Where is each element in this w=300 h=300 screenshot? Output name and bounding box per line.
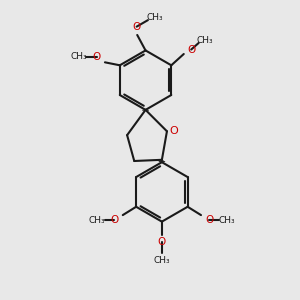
Text: CH₃: CH₃ [154,256,170,265]
Text: O: O [133,22,141,32]
Text: O: O [205,215,214,225]
Text: O: O [169,126,178,136]
Text: O: O [158,237,166,248]
Text: CH₃: CH₃ [197,35,214,44]
Polygon shape [159,160,165,162]
Text: CH₃: CH₃ [70,52,87,62]
Text: CH₃: CH₃ [88,216,105,225]
Text: O: O [110,215,118,225]
Text: CH₃: CH₃ [219,216,236,225]
Text: O: O [92,52,101,62]
Text: CH₃: CH₃ [146,13,163,22]
Text: O: O [187,44,195,55]
